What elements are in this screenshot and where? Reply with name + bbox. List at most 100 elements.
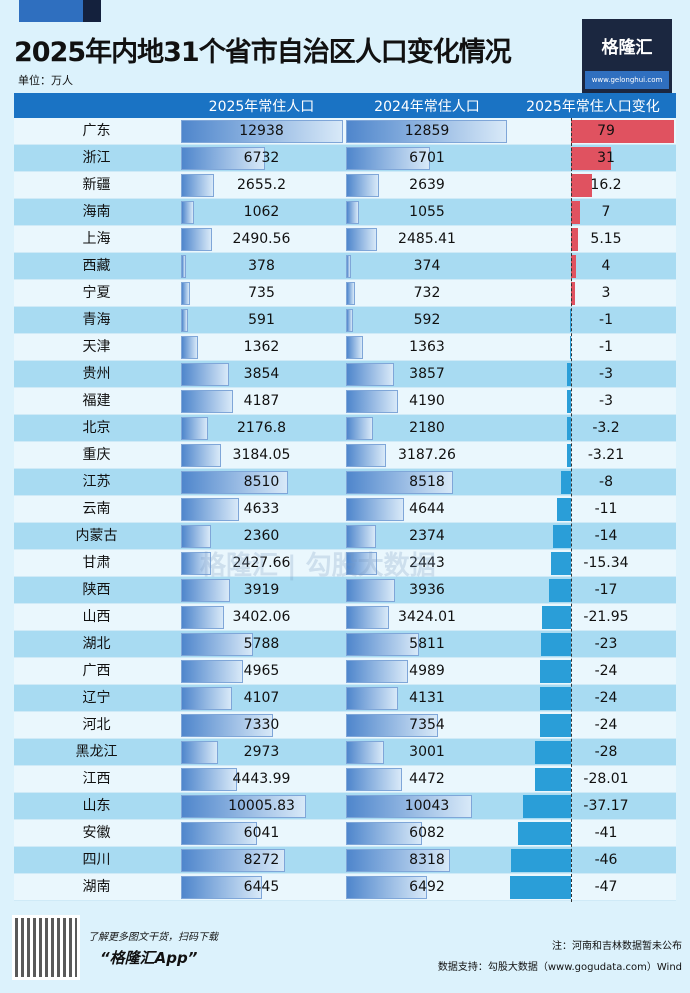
value-change: -47	[594, 879, 618, 895]
province-name: 上海	[82, 231, 111, 247]
value-change: -37.17	[583, 798, 629, 814]
value-2024: 3424.01	[398, 609, 456, 625]
bar-2024	[346, 498, 405, 521]
value-change: -11	[594, 501, 618, 517]
province-name: 湖南	[82, 879, 111, 895]
bar-2025	[181, 201, 195, 224]
bar-2025	[181, 714, 273, 737]
bar-2024	[346, 795, 472, 818]
value-2025: 4107	[243, 690, 280, 706]
value-change: 7	[601, 204, 611, 220]
table-row: 河北 7330 7354 -24	[14, 712, 676, 739]
bar-2025	[181, 336, 199, 359]
bar-2024	[346, 417, 374, 440]
bar-2024	[346, 255, 351, 278]
province-name: 海南	[82, 204, 111, 220]
qr-code	[12, 915, 80, 980]
province-name: 云南	[82, 501, 111, 517]
table-row: 浙江 6732 6701 31	[14, 145, 676, 172]
value-2024: 2374	[409, 528, 445, 544]
table-row: 北京 2176.8 2180 -3.2	[14, 415, 676, 442]
bar-2025	[181, 228, 213, 251]
value-2024: 4989	[409, 663, 445, 679]
province-name: 青海	[82, 312, 111, 328]
value-2025: 2427.66	[232, 555, 291, 571]
value-2025: 4965	[243, 663, 280, 679]
value-2025: 3184.05	[232, 447, 291, 463]
change-bar	[571, 282, 575, 305]
change-bar	[541, 633, 571, 656]
change-bar	[548, 579, 571, 602]
province-name: 广东	[82, 123, 111, 139]
change-bar	[571, 228, 578, 251]
value-change: 3	[601, 285, 611, 301]
value-change: 4	[601, 258, 611, 274]
value-2024: 8318	[409, 852, 445, 868]
value-2024: 3187.26	[398, 447, 456, 463]
footer-note: 注：河南和吉林数据暂未公布	[552, 941, 682, 952]
value-2025: 6732	[243, 150, 280, 166]
bar-2024	[346, 336, 364, 359]
bar-2025	[181, 309, 189, 332]
change-bar	[551, 552, 571, 575]
table-row: 湖南 6445 6492 -47	[14, 874, 676, 901]
bar-2025	[181, 579, 231, 602]
bar-2024	[346, 849, 451, 872]
value-change: -3	[599, 393, 613, 409]
value-change: -24	[594, 663, 618, 679]
bar-2024	[346, 309, 354, 332]
bar-2025	[181, 471, 288, 494]
table-row: 山东 10005.83 10043 -37.17	[14, 793, 676, 820]
value-change: 31	[597, 150, 615, 166]
bar-2025	[181, 660, 244, 683]
province-name: 陕西	[82, 582, 111, 598]
value-2024: 592	[413, 312, 441, 328]
bar-2024	[346, 120, 507, 143]
watermark: 格隆汇 | 勾股大数据	[200, 551, 436, 581]
province-name: 辽宁	[82, 690, 111, 706]
province-name: 安徽	[82, 825, 111, 841]
table-row: 重庆 3184.05 3187.26 -3.21	[14, 442, 676, 469]
bar-2025	[181, 525, 211, 548]
logo-name: 格隆汇	[601, 38, 653, 58]
table-row: 辽宁 4107 4131 -24	[14, 685, 676, 712]
bar-2024	[346, 282, 356, 305]
table-row: 黑龙江 2973 3001 -28	[14, 739, 676, 766]
bar-2024	[346, 579, 396, 602]
table-row: 江苏 8510 8518 -8	[14, 469, 676, 496]
change-bar	[571, 147, 612, 170]
province-name: 湖北	[82, 636, 111, 652]
header-2025: 2025年常住人口	[208, 99, 315, 115]
value-change: -24	[594, 690, 618, 706]
value-2024: 4131	[409, 690, 445, 706]
change-bar	[571, 120, 674, 143]
change-bar	[539, 687, 571, 710]
header-2024: 2024年常住人口	[374, 99, 480, 115]
province-name: 黑龙江	[75, 744, 118, 760]
value-change: -46	[594, 852, 618, 868]
value-change: -3.2	[592, 420, 620, 436]
change-bar	[534, 768, 571, 791]
table-row: 新疆 2655.2 2639 16.2	[14, 172, 676, 199]
change-bar	[560, 471, 571, 494]
bar-2025	[181, 633, 254, 656]
change-bar	[539, 660, 571, 683]
province-name: 新疆	[82, 177, 111, 193]
bar-2024	[346, 822, 423, 845]
bar-2025	[181, 741, 219, 764]
value-2025: 2655.2	[237, 177, 286, 193]
bar-2024	[346, 147, 430, 170]
bar-2024	[346, 606, 389, 629]
bar-2024	[346, 687, 398, 710]
bar-2024	[346, 363, 395, 386]
province-name: 江苏	[82, 474, 111, 490]
table-row: 甘肃 2427.66 2443 -15.34	[14, 550, 676, 577]
table-row: 天津 1362 1363 -1	[14, 334, 676, 361]
province-name: 广西	[82, 663, 111, 679]
province-name: 北京	[82, 420, 111, 436]
value-change: -41	[594, 825, 618, 841]
value-2024: 12859	[404, 123, 450, 139]
value-2024: 4190	[409, 393, 445, 409]
bar-2025	[181, 552, 212, 575]
province-name: 四川	[82, 852, 111, 868]
